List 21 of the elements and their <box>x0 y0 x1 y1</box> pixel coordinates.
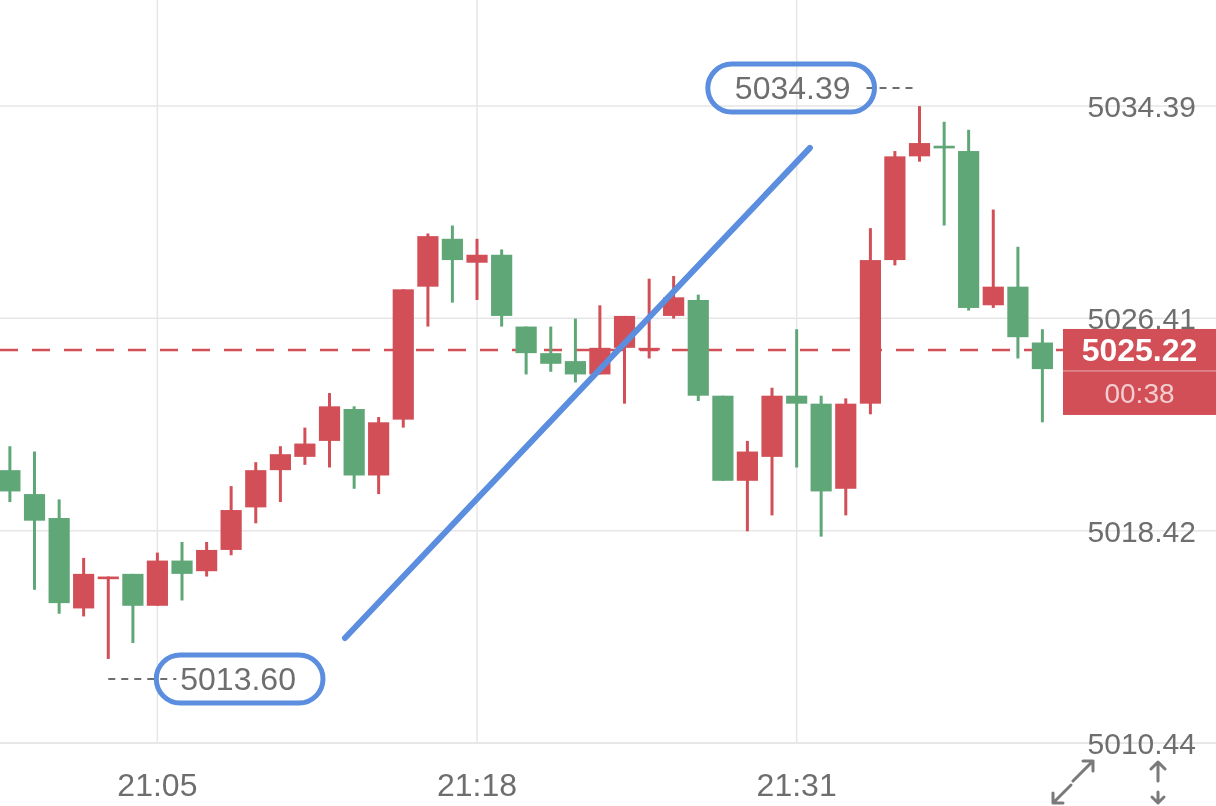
candlestick <box>196 540 218 577</box>
candlestick <box>908 106 931 162</box>
y-tick-label: 5034.39 <box>1087 89 1196 123</box>
annotation: 5034.39 <box>734 70 851 107</box>
candlestick <box>786 329 808 468</box>
candlestick <box>982 209 1004 308</box>
candlestick <box>466 237 488 300</box>
candlestick <box>294 427 316 465</box>
x-tick-label: 21:05 <box>117 767 198 803</box>
y-tick-label: 5018.42 <box>1087 514 1196 548</box>
candlestick <box>171 540 193 601</box>
candlestick <box>540 326 562 372</box>
candlestick <box>269 446 291 504</box>
x-tick-label: 21:31 <box>756 767 837 803</box>
annotation: 5013.60 <box>180 660 296 697</box>
y-tick-label: 5010.44 <box>1087 726 1196 760</box>
x-tick-label: 21:18 <box>436 767 518 803</box>
candlestick <box>564 318 586 383</box>
candlestick <box>441 225 463 303</box>
candlestick <box>0 446 21 504</box>
annotation: 00:38 <box>1104 377 1175 409</box>
